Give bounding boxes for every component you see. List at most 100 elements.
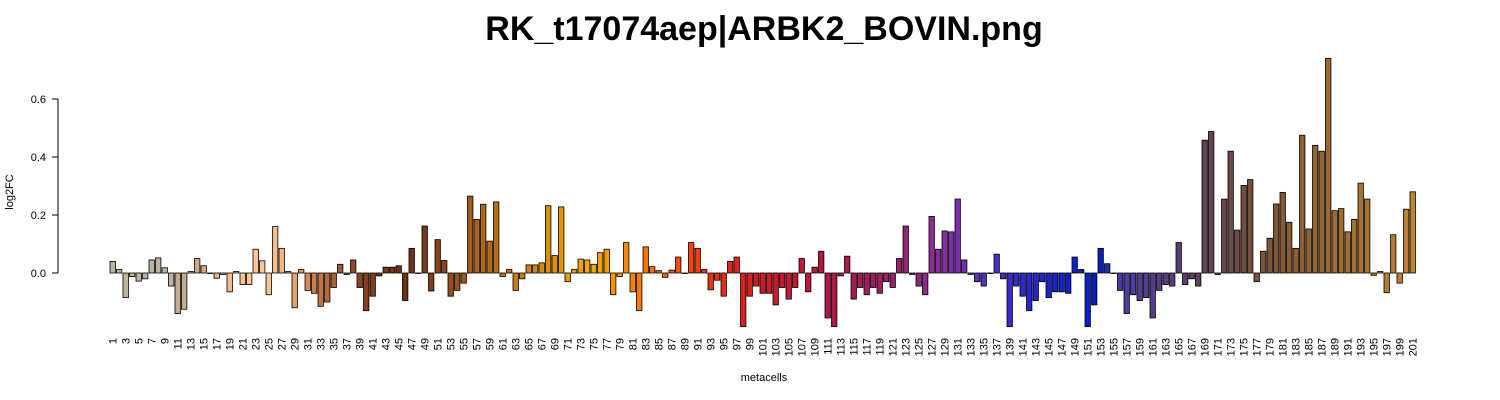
bar-133 (967, 272, 974, 275)
bar-60 (493, 201, 500, 274)
x-tick-label: 19 (225, 338, 237, 350)
x-tick-label: 161 (1148, 338, 1160, 356)
bar-91 (694, 247, 701, 274)
x-tick-label: 59 (485, 338, 497, 350)
bar-16 (207, 272, 214, 274)
bar-114 (844, 255, 851, 274)
bar-89 (681, 272, 688, 274)
bar-160 (1143, 272, 1150, 299)
x-tick-label: 193 (1356, 338, 1368, 356)
bar-74 (584, 259, 591, 274)
x-tick-label: 99 (745, 338, 757, 350)
bar-157 (1123, 272, 1130, 314)
x-axis-label: metacells (741, 372, 788, 384)
bar-84 (649, 266, 656, 274)
bar-147 (1058, 272, 1065, 293)
bar-90 (688, 242, 695, 274)
x-tick-label: 67 (537, 338, 549, 350)
bar-161 (1149, 272, 1156, 319)
bar-12 (181, 272, 188, 310)
x-tick-label: 11 (173, 338, 185, 349)
bar-9 (161, 267, 168, 274)
bar-179 (1266, 237, 1273, 274)
bar-62 (506, 269, 513, 274)
bar-82 (636, 272, 643, 312)
bar-111 (824, 272, 831, 319)
bar-143 (1032, 272, 1039, 301)
bar-144 (1039, 272, 1046, 283)
bar-85 (655, 270, 662, 274)
bar-42 (376, 272, 383, 277)
bar-117 (863, 272, 870, 296)
bar-76 (597, 252, 604, 274)
bar-80 (623, 242, 630, 274)
x-tick-label: 27 (277, 338, 289, 350)
x-tick-label: 167 (1187, 338, 1199, 356)
x-tick-label: 119 (875, 338, 887, 356)
x-tick-label: 81 (628, 338, 640, 350)
x-tick-label: 185 (1304, 338, 1316, 356)
bar-63 (512, 272, 519, 291)
bar-180 (1273, 203, 1280, 274)
x-tick-label: 3 (121, 338, 133, 344)
x-tick-label: 35 (329, 338, 341, 350)
x-tick-label: 51 (433, 338, 445, 350)
bar-38 (350, 259, 357, 274)
bar-108 (805, 272, 812, 293)
x-tick-label: 113 (836, 338, 848, 356)
x-tick-label: 201 (1408, 338, 1420, 356)
x-tick-label: 15 (199, 338, 211, 350)
x-tick-label: 25 (264, 338, 276, 350)
x-tick-label: 135 (979, 338, 991, 356)
bar-87 (668, 269, 675, 274)
bar-97 (733, 256, 740, 274)
bar-146 (1052, 272, 1059, 293)
bar-17 (213, 272, 220, 279)
bar-118 (870, 272, 877, 288)
x-tick-label: 9 (160, 338, 172, 344)
bar-188 (1325, 58, 1332, 274)
bar-34 (324, 272, 331, 303)
bar-13 (187, 271, 194, 274)
bar-51 (434, 239, 441, 274)
bar-10 (168, 272, 175, 287)
x-tick-label: 189 (1330, 338, 1342, 356)
x-tick-label: 31 (303, 338, 315, 350)
bar-184 (1299, 134, 1306, 274)
bar-129 (941, 230, 948, 274)
x-tick-label: 127 (927, 338, 939, 356)
bar-96 (727, 260, 734, 274)
x-tick-label: 165 (1174, 338, 1186, 356)
x-tick-label: 109 (810, 338, 822, 356)
bar-137 (993, 253, 1000, 274)
x-tick-label: 143 (1031, 338, 1043, 356)
bar-45 (395, 265, 402, 274)
bar-164 (1169, 272, 1176, 287)
bar-6 (142, 272, 149, 280)
bar-95 (720, 272, 727, 297)
bar-2 (116, 269, 123, 274)
bar-65 (525, 264, 532, 274)
bar-124 (909, 272, 916, 275)
x-tick-label: 137 (992, 338, 1004, 356)
bar-18 (220, 272, 227, 275)
x-tick-label: 133 (966, 338, 978, 356)
bar-116 (857, 272, 864, 288)
bar-27 (278, 247, 285, 274)
bar-120 (883, 272, 890, 283)
bar-153 (1097, 247, 1104, 274)
bar-52 (441, 260, 448, 274)
bar-192 (1351, 218, 1358, 274)
bar-110 (818, 250, 825, 274)
bar-104 (779, 272, 786, 288)
bar-141 (1019, 272, 1026, 297)
bar-106 (792, 272, 799, 288)
bar-190 (1338, 208, 1345, 274)
x-tick-label: 55 (459, 338, 471, 350)
x-tick-label: 173 (1226, 338, 1238, 356)
bar-98 (740, 272, 747, 328)
bar-148 (1065, 272, 1072, 294)
x-tick-label: 85 (654, 338, 666, 350)
bar-53 (447, 272, 454, 297)
